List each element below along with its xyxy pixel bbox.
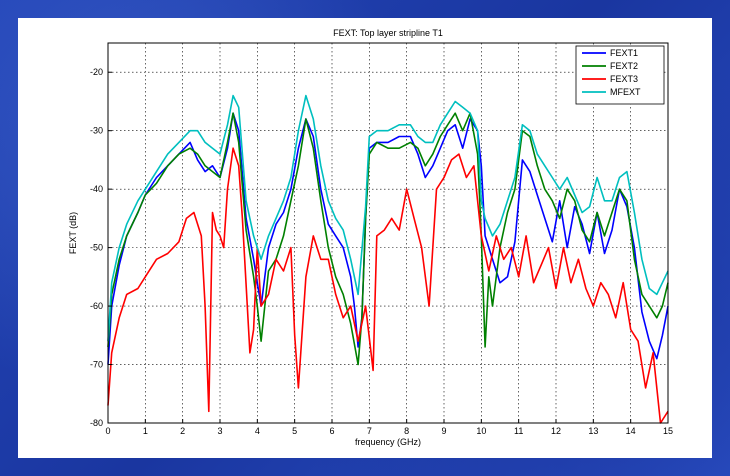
ticks: 0 1 2 3 4 5 6 7 8 9 10 11 12 13 14 15-80-70-60-50-40-30… bbox=[90, 67, 673, 436]
x-tick-label: 9 bbox=[441, 426, 446, 436]
y-tick-label: -80 bbox=[90, 418, 103, 428]
x-tick-label: 15 bbox=[663, 426, 673, 436]
y-tick-label: -40 bbox=[90, 184, 103, 194]
y-axis-label: FEXT (dB) bbox=[68, 212, 78, 254]
x-axis-label: frequency (GHz) bbox=[355, 437, 421, 447]
x-tick-label: 14 bbox=[626, 426, 636, 436]
x-tick-label: 3 bbox=[217, 426, 222, 436]
plot-frame bbox=[107, 42, 669, 424]
x-tick-label: 4 bbox=[255, 426, 260, 436]
y-tick-label: -30 bbox=[90, 126, 103, 136]
legend-label: MFEXT bbox=[610, 87, 641, 97]
y-tick-label: -60 bbox=[90, 301, 103, 311]
x-tick-label: 2 bbox=[180, 426, 185, 436]
x-tick-label: 7 bbox=[367, 426, 372, 436]
x-tick-label: 1 bbox=[143, 426, 148, 436]
legend-label: FEXT2 bbox=[610, 61, 638, 71]
y-tick-label: -20 bbox=[90, 67, 103, 77]
legend-label: FEXT3 bbox=[610, 74, 638, 84]
legend: FEXT1 FEXT2 FEXT3 MFEXT bbox=[575, 45, 665, 105]
legend-label: FEXT1 bbox=[610, 48, 638, 58]
series-line-fext3 bbox=[107, 147, 669, 424]
series-line-mfext bbox=[107, 94, 669, 342]
x-tick-label: 13 bbox=[588, 426, 598, 436]
x-tick-label: 5 bbox=[292, 426, 297, 436]
x-tick-label: 10 bbox=[476, 426, 486, 436]
series-line-fext2 bbox=[107, 112, 669, 366]
x-tick-label: 8 bbox=[404, 426, 409, 436]
y-tick-label: -50 bbox=[90, 243, 103, 253]
series-group bbox=[107, 94, 669, 424]
y-tick-label: -70 bbox=[90, 360, 103, 370]
x-tick-label: 11 bbox=[514, 426, 523, 436]
series-line-fext1 bbox=[107, 112, 669, 365]
chart-title: FEXT: Top layer stripline T1 bbox=[333, 28, 443, 38]
legend-box bbox=[575, 45, 665, 105]
x-tick-label: 12 bbox=[551, 426, 561, 436]
x-tick-label: 6 bbox=[329, 426, 334, 436]
x-tick-label: 0 bbox=[105, 426, 110, 436]
